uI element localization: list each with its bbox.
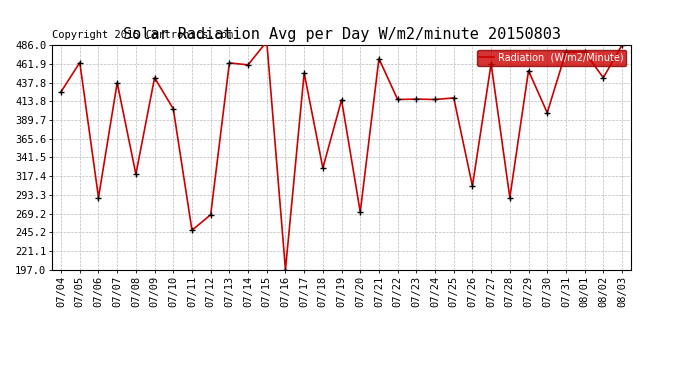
Title: Solar Radiation Avg per Day W/m2/minute 20150803: Solar Radiation Avg per Day W/m2/minute … xyxy=(123,27,560,42)
Legend: Radiation  (W/m2/Minute): Radiation (W/m2/Minute) xyxy=(477,50,627,66)
Text: Copyright 2015 Cartronics.com: Copyright 2015 Cartronics.com xyxy=(52,30,233,40)
